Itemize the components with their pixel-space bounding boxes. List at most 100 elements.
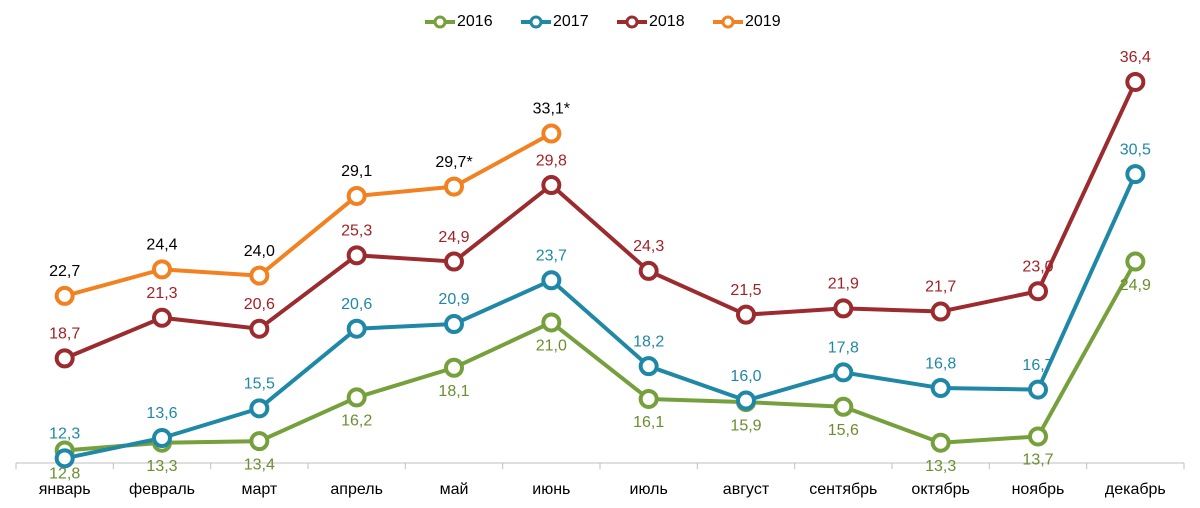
point-marker [54, 285, 75, 306]
legend-label: 2016 [457, 13, 493, 30]
x-tick-label: ноябрь [1012, 481, 1065, 498]
data-label: 18,1 [438, 383, 469, 400]
x-tick-label: май [440, 481, 469, 498]
point-marker [1028, 379, 1048, 400]
point-marker [638, 388, 659, 409]
point-marker [833, 298, 854, 319]
legend-label: 2019 [745, 13, 781, 30]
data-label: 29,8 [536, 152, 567, 169]
point-marker [346, 387, 367, 408]
legend-label: 2017 [553, 13, 589, 30]
point-marker [444, 176, 464, 197]
point-marker [346, 185, 367, 206]
point-marker [541, 123, 562, 144]
point-marker [736, 304, 756, 325]
data-label: 16,7 [1022, 357, 1053, 374]
data-label: 16,8 [925, 355, 956, 372]
data-label: 21,5 [730, 282, 761, 299]
data-label: 13,3 [925, 458, 956, 475]
data-label: 15,9 [730, 417, 761, 434]
data-label: 29,7* [435, 154, 472, 171]
point-marker [1125, 164, 1146, 185]
legend-marker [625, 15, 639, 29]
point-marker [249, 431, 270, 452]
point-marker [833, 396, 854, 417]
point-marker [930, 432, 951, 453]
point-marker [444, 251, 464, 272]
point-marker [736, 390, 756, 411]
data-label: 24,0 [244, 243, 275, 260]
point-marker [249, 265, 270, 286]
point-marker [1028, 426, 1048, 447]
data-label: 12,8 [49, 466, 80, 483]
point-marker [541, 270, 562, 291]
point-marker [249, 318, 270, 339]
data-label: 24,3 [633, 238, 664, 255]
point-marker [152, 307, 172, 328]
point-marker [54, 348, 75, 369]
x-tick-label: март [241, 481, 277, 498]
point-marker [346, 245, 367, 266]
data-label: 18,2 [633, 333, 664, 350]
data-label: 24,9 [438, 229, 469, 246]
data-label: 12,3 [49, 426, 80, 443]
point-marker [152, 259, 172, 280]
data-label: 22,7 [49, 263, 80, 280]
legend-marker [529, 15, 543, 29]
data-label: 15,5 [244, 376, 275, 393]
data-label: 15,6 [828, 422, 859, 439]
point-marker [444, 314, 464, 335]
data-label: 23,7 [536, 248, 567, 265]
point-marker [249, 398, 270, 419]
x-tick-label: январь [39, 481, 91, 498]
data-label: 21,9 [828, 276, 859, 293]
data-label: 25,3 [341, 223, 372, 240]
data-label: 30,5 [1120, 141, 1151, 158]
point-marker [638, 260, 659, 281]
data-label: 33,1* [533, 101, 570, 118]
data-label: 13,4 [244, 456, 275, 473]
data-label: 20,6 [341, 296, 372, 313]
point-marker [1028, 281, 1048, 302]
point-marker [444, 357, 464, 378]
data-label: 23,0 [1022, 258, 1053, 275]
point-marker [833, 362, 854, 383]
series-line [64, 131, 553, 298]
point-marker [54, 448, 75, 469]
series-line [63, 81, 1138, 361]
data-label: 16,0 [730, 368, 761, 385]
point-marker [1125, 251, 1146, 272]
data-label: 17,8 [828, 340, 859, 357]
data-label: 13,6 [146, 405, 177, 422]
data-label: 21,7 [925, 279, 956, 296]
point-marker [930, 301, 951, 322]
point-marker [930, 378, 951, 399]
data-label: 13,7 [1022, 452, 1053, 469]
data-label: 20,9 [438, 291, 469, 308]
x-tick-label: декабрь [1105, 481, 1166, 498]
legend-marker [721, 15, 735, 29]
data-label: 20,6 [244, 296, 275, 313]
point-marker [1125, 71, 1146, 92]
series-line [64, 173, 1138, 461]
data-label: 16,1 [633, 414, 664, 431]
x-tick-label: июнь [532, 481, 570, 498]
x-tick-label: август [723, 481, 770, 498]
point-marker [346, 318, 367, 339]
data-label: 21,3 [146, 285, 177, 302]
point-marker [152, 428, 172, 449]
data-label: 21,0 [536, 338, 567, 355]
legend-marker [433, 15, 447, 29]
legend-label: 2018 [649, 13, 685, 30]
x-tick-label: октябрь [911, 481, 969, 498]
x-tick-label: февраль [129, 481, 195, 498]
series-line [64, 260, 1138, 453]
data-label: 29,1 [341, 163, 372, 180]
point-marker [638, 356, 659, 377]
data-label: 16,2 [341, 413, 372, 430]
x-tick-label: апрель [330, 481, 383, 498]
point-marker [541, 312, 562, 333]
x-tick-label: июль [630, 481, 668, 498]
